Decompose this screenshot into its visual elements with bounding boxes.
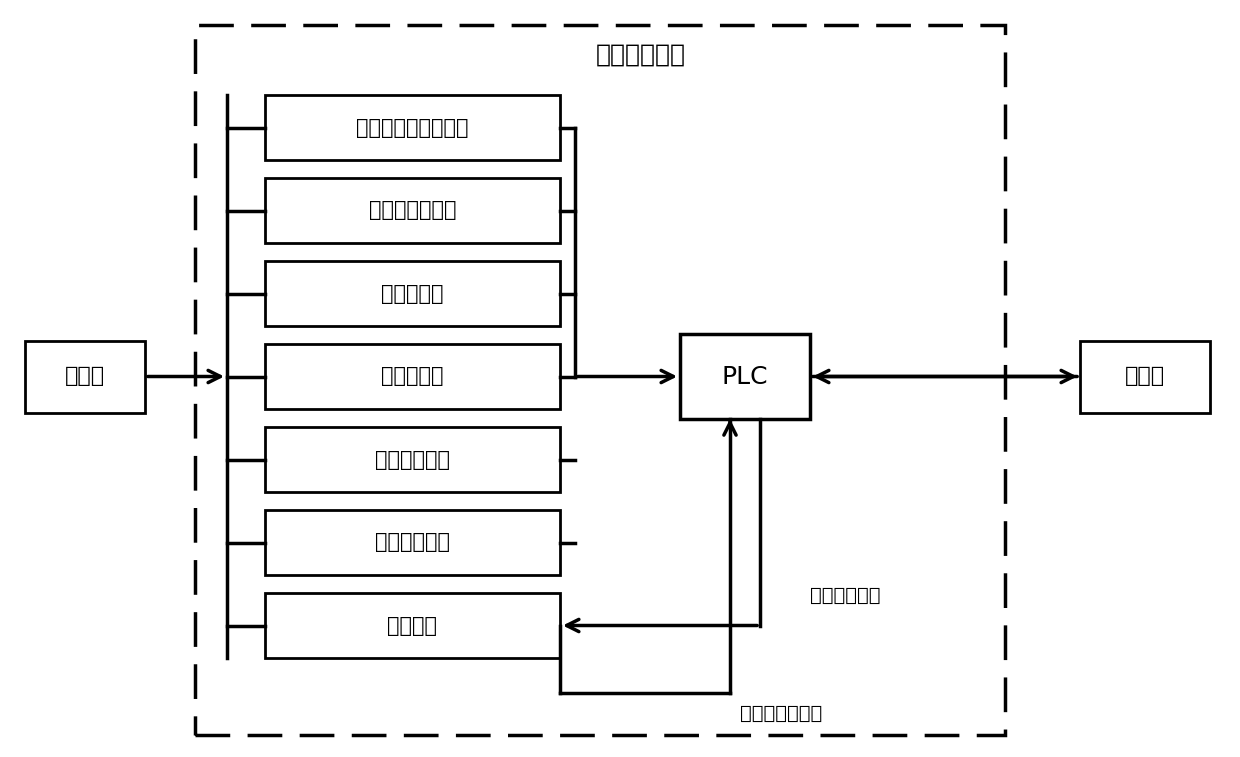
Bar (265, 178, 560, 243)
Bar (1080, 341, 1210, 413)
Bar (195, 25, 1004, 735)
Bar (265, 95, 560, 160)
Bar (265, 427, 560, 492)
Text: 脉冲输出控制: 脉冲输出控制 (810, 586, 880, 605)
Text: 激光传感器: 激光传感器 (381, 284, 444, 304)
Text: 零位传感器: 零位传感器 (381, 366, 444, 387)
Text: 晶圆滑出检测传感器: 晶圆滑出检测传感器 (356, 117, 469, 138)
Text: PLC: PLC (722, 365, 769, 388)
Bar (25, 341, 145, 413)
Text: 上位机: 上位机 (1125, 366, 1166, 387)
Bar (265, 261, 560, 326)
Text: 伺服电机: 伺服电机 (387, 615, 438, 635)
Bar (265, 593, 560, 658)
Text: 片盒检测传感器: 片盒检测传感器 (368, 201, 456, 220)
Text: 扫描控制系统: 扫描控制系统 (595, 43, 686, 67)
Text: 晶片盒: 晶片盒 (64, 366, 105, 387)
Text: 负极限传感器: 负极限传感器 (374, 532, 450, 553)
Bar (265, 510, 560, 575)
Text: 编码器脉冲反馈: 编码器脉冲反馈 (740, 703, 822, 722)
Bar (265, 344, 560, 409)
Bar (680, 334, 810, 419)
Text: 正极限传感器: 正极限传感器 (374, 450, 450, 469)
